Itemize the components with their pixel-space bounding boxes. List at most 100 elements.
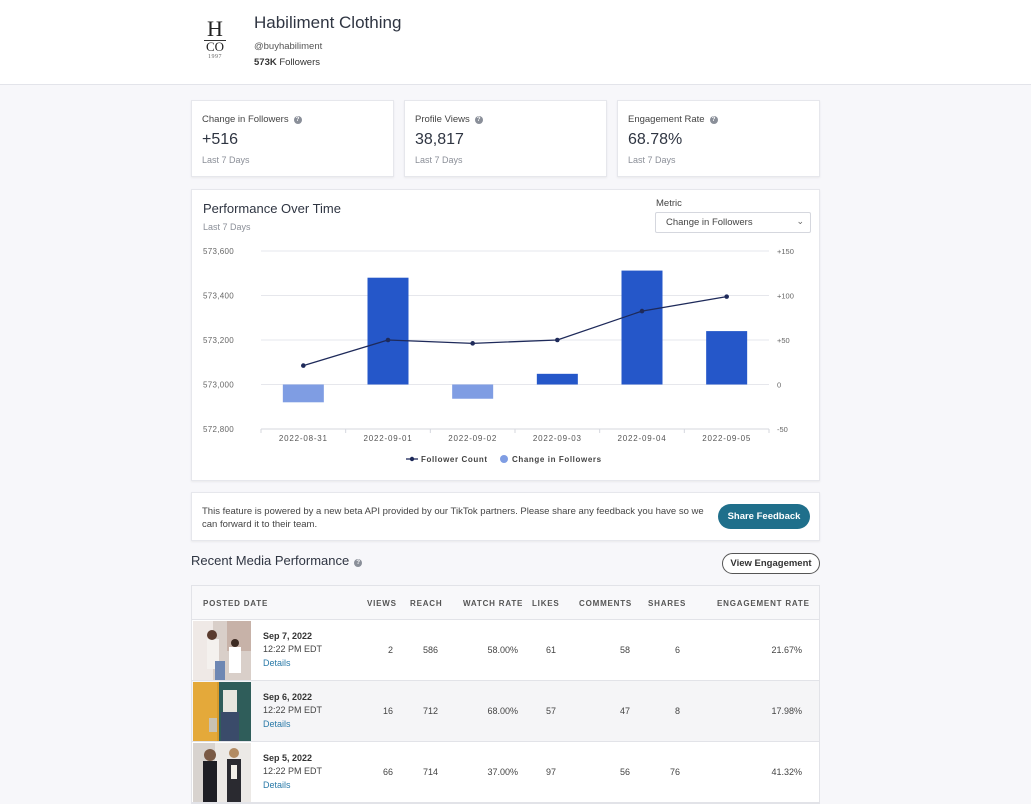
x-tick-label: 2022-09-05 bbox=[702, 434, 751, 443]
x-tick-label: 2022-09-02 bbox=[448, 434, 497, 443]
x-tick-label: 2022-09-04 bbox=[618, 434, 667, 443]
profile-name: Habiliment Clothing bbox=[254, 13, 402, 32]
y-left-tick-label: 573,600 bbox=[203, 247, 234, 256]
performance-card: 572,800 573,000 573,200 573,400 573,600 -50 0 +… bbox=[191, 189, 820, 481]
stat-title: Profile Views? bbox=[415, 114, 483, 125]
y-right-tick-label: +50 bbox=[777, 336, 790, 345]
performance-chart: 572,800 573,000 573,200 573,400 573,600 -50 0 +… bbox=[203, 247, 794, 464]
likes-cell: 61 bbox=[545, 645, 556, 655]
stat-period: Last 7 Days bbox=[415, 155, 463, 165]
media-table: POSTED DATE VIEWS REACH WATCH RATE LIKES… bbox=[191, 585, 820, 804]
media-thumbnail[interactable] bbox=[193, 621, 251, 680]
bar bbox=[536, 373, 578, 385]
stat-title: Change in Followers? bbox=[202, 114, 302, 125]
help-icon[interactable]: ? bbox=[354, 559, 363, 567]
comments-cell: 47 bbox=[619, 706, 630, 716]
column-header[interactable]: LIKES bbox=[532, 599, 560, 608]
posted-date: Sep 5, 2022 bbox=[263, 753, 313, 763]
shares-cell: 76 bbox=[669, 767, 680, 777]
profile-header: H CO 1997 Habiliment Clothing @buyhabili… bbox=[0, 0, 1031, 85]
feedback-banner: This feature is powered by a new beta AP… bbox=[191, 492, 820, 541]
watch-rate-cell: 37.00% bbox=[487, 767, 518, 777]
legend-line-marker bbox=[409, 456, 415, 462]
share-feedback-button[interactable]: Share Feedback bbox=[718, 504, 810, 529]
view-engagement-button[interactable]: View Engagement bbox=[722, 553, 820, 574]
column-header[interactable]: ENGAGEMENT RATE bbox=[717, 599, 810, 608]
reach-cell: 714 bbox=[422, 767, 438, 777]
stat-card-profile-views: Profile Views? 38,817 Last 7 Days bbox=[404, 100, 607, 177]
chart-period: Last 7 Days bbox=[203, 222, 251, 232]
data-point bbox=[385, 337, 391, 343]
legend-bar-swatch bbox=[500, 455, 508, 463]
stat-period: Last 7 Days bbox=[628, 155, 676, 165]
views-cell: 16 bbox=[382, 706, 393, 716]
x-tick-label: 2022-09-03 bbox=[533, 434, 582, 443]
bar bbox=[282, 384, 324, 403]
media-thumbnail[interactable] bbox=[193, 743, 251, 802]
y-left-tick-label: 573,000 bbox=[203, 381, 234, 390]
help-icon[interactable]: ? bbox=[709, 116, 718, 124]
bar bbox=[367, 277, 409, 385]
metric-label: Metric bbox=[656, 198, 682, 209]
column-header[interactable]: VIEWS bbox=[367, 599, 397, 608]
posted-date: Sep 6, 2022 bbox=[263, 692, 313, 702]
data-point bbox=[301, 363, 306, 368]
column-header[interactable]: SHARES bbox=[648, 599, 687, 608]
x-tick-label: 2022-09-01 bbox=[364, 434, 413, 443]
column-header[interactable]: WATCH RATE bbox=[463, 599, 524, 608]
stat-value: +516 bbox=[202, 131, 239, 148]
help-icon[interactable]: ? bbox=[293, 116, 302, 124]
profile-handle: @buyhabiliment bbox=[254, 41, 323, 52]
table-header: POSTED DATE VIEWS REACH WATCH RATE LIKES… bbox=[192, 586, 819, 620]
engagement-cell: 17.98% bbox=[771, 706, 802, 716]
shares-cell: 6 bbox=[674, 645, 680, 655]
y-left-tick-label: 573,400 bbox=[203, 292, 234, 301]
details-link[interactable]: Details bbox=[263, 719, 291, 729]
views-cell: 2 bbox=[387, 645, 393, 655]
views-cell: 66 bbox=[382, 767, 393, 777]
watch-rate-cell: 58.00% bbox=[487, 645, 518, 655]
table-row: Sep 7, 2022 12:22 PM EDT Details 2 586 5… bbox=[192, 620, 819, 681]
engagement-cell: 21.67% bbox=[771, 645, 802, 655]
column-header[interactable]: COMMENTS bbox=[579, 599, 633, 608]
feedback-text: This feature is powered by a new beta AP… bbox=[202, 506, 704, 530]
data-point bbox=[470, 341, 475, 346]
x-tick-label: 2022-08-31 bbox=[279, 434, 328, 443]
y-right-tick-label: +100 bbox=[777, 292, 794, 301]
follower-count-line bbox=[303, 295, 727, 367]
details-link[interactable]: Details bbox=[263, 780, 291, 790]
posted-time: 12:22 PM EDT bbox=[263, 766, 323, 776]
stat-card-engagement: Engagement Rate? 68.78% Last 7 Days bbox=[617, 100, 820, 177]
comments-cell: 56 bbox=[619, 767, 630, 777]
likes-cell: 97 bbox=[545, 767, 556, 777]
metric-select[interactable]: Change in Followers ⌄ bbox=[655, 212, 811, 233]
column-header[interactable]: POSTED DATE bbox=[203, 599, 269, 608]
column-header[interactable]: REACH bbox=[410, 599, 443, 608]
posted-date: Sep 7, 2022 bbox=[263, 631, 313, 641]
bar bbox=[706, 331, 748, 385]
help-icon[interactable]: ? bbox=[474, 116, 483, 124]
posted-time: 12:22 PM EDT bbox=[263, 705, 323, 715]
legend-label: Change in Followers bbox=[512, 455, 602, 464]
y-right-tick-label: +150 bbox=[777, 247, 794, 256]
data-point bbox=[639, 308, 645, 314]
bar bbox=[452, 384, 494, 399]
stat-value: 38,817 bbox=[415, 131, 464, 148]
reach-cell: 586 bbox=[422, 645, 438, 655]
table-row: Sep 5, 2022 12:22 PM EDT Details 66 714 … bbox=[192, 742, 819, 803]
details-link[interactable]: Details bbox=[263, 658, 291, 668]
y-left-tick-label: 573,200 bbox=[203, 336, 234, 345]
bar bbox=[621, 270, 663, 385]
data-point bbox=[724, 294, 729, 299]
brand-logo: H CO 1997 bbox=[204, 16, 226, 60]
chevron-down-icon: ⌄ bbox=[796, 216, 804, 226]
table-row: Sep 6, 2022 12:22 PM EDT Details 16 712 … bbox=[192, 681, 819, 742]
comments-cell: 58 bbox=[619, 645, 630, 655]
y-right-tick-label: 0 bbox=[777, 381, 781, 390]
stat-period: Last 7 Days bbox=[202, 155, 250, 165]
reach-cell: 712 bbox=[422, 706, 438, 716]
stat-title: Engagement Rate? bbox=[628, 114, 718, 125]
media-thumbnail[interactable] bbox=[193, 682, 251, 741]
data-point bbox=[555, 337, 560, 343]
shares-cell: 8 bbox=[674, 706, 680, 716]
